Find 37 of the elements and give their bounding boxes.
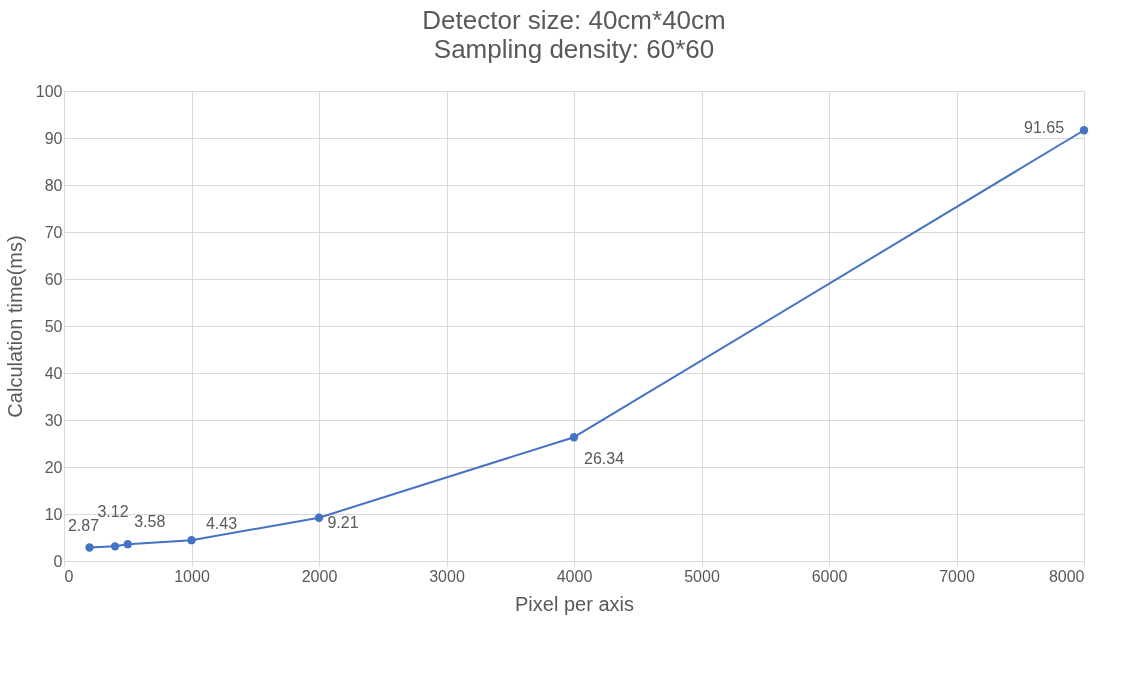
data-label: 2.87: [67, 516, 100, 534]
y-tick-label: 60: [44, 270, 63, 288]
x-tick-label: 5000: [684, 567, 720, 585]
x-tick-label: 7000: [939, 567, 975, 585]
x-tick-label: 6000: [811, 567, 848, 585]
y-tick-label: 30: [44, 411, 63, 429]
data-label: 3.58: [134, 513, 166, 531]
data-label: 4.43: [205, 515, 238, 533]
point: [123, 540, 132, 549]
y-tick-label: 80: [44, 176, 63, 194]
x-tick-label: 4000: [556, 567, 593, 585]
x-tick-label: 3000: [429, 567, 465, 585]
x-tick-label: 8000: [1048, 567, 1085, 585]
x-axis-title: Pixel per axis: [515, 592, 634, 615]
y-tick-label: 90: [44, 129, 63, 147]
y-axis-title: Calculation time(ms): [3, 235, 26, 418]
y-tick-label: 50: [44, 317, 63, 335]
y-tick-label: 0: [53, 552, 63, 570]
y-tick-label: 20: [44, 458, 63, 476]
y-tick-label: 40: [44, 364, 63, 382]
y-tick-label: 70: [44, 223, 63, 241]
point: [85, 543, 94, 552]
data-label: 26.34: [583, 450, 625, 468]
y-tick-label: 100: [35, 82, 63, 100]
x-tick-label: 1000: [174, 567, 210, 585]
data-label: 91.65: [1023, 119, 1065, 137]
chart-subtitle: Sampling density: 60*60: [433, 34, 715, 64]
chart-title: Detector size: 40cm*40cm: [422, 5, 726, 35]
point: [569, 433, 579, 442]
point: [187, 536, 196, 545]
point: [1079, 126, 1089, 135]
x-tick-label: 0: [64, 567, 74, 585]
point: [314, 513, 324, 522]
y-tick-label: 10: [44, 505, 63, 523]
x-tick-label: 2000: [301, 567, 338, 585]
data-label: 9.21: [327, 513, 359, 531]
point: [110, 542, 120, 551]
